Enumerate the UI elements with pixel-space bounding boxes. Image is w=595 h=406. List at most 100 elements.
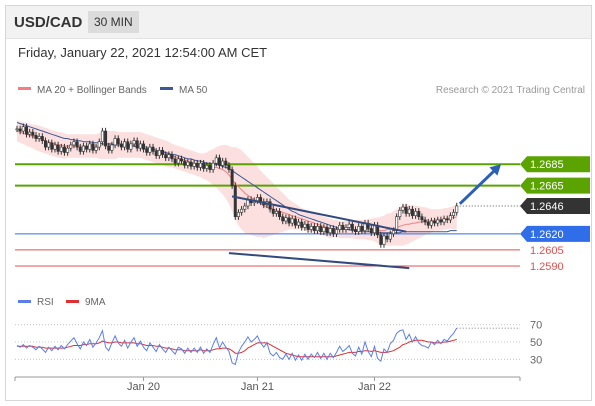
- candle-body: [21, 126, 25, 132]
- candle-body: [328, 228, 332, 234]
- candle-body: [312, 226, 316, 231]
- candle-body: [119, 143, 123, 148]
- level-label-1.2646: 1.2646: [530, 201, 564, 213]
- candle-body: [34, 135, 38, 139]
- candle-body: [423, 219, 427, 223]
- candle-body: [420, 216, 424, 221]
- candle-body: [129, 143, 133, 150]
- candle-body: [142, 143, 146, 150]
- level-label-1.2685: 1.2685: [530, 159, 564, 171]
- rsi-legend: RSI 9MA: [18, 297, 106, 308]
- candle-body: [439, 219, 443, 223]
- candle-body: [56, 144, 60, 152]
- level-tag-1.2646: [520, 197, 590, 214]
- candle-body: [448, 215, 452, 221]
- candle-body: [100, 130, 104, 143]
- bollinger-band-area: [17, 120, 457, 246]
- candle-body: [66, 147, 70, 153]
- candle-body: [391, 230, 395, 235]
- legend-label-ma50: MA 50: [179, 85, 208, 96]
- candle-body: [382, 235, 386, 245]
- trendline-2: [228, 252, 410, 270]
- chart-credit: Research © 2021 Trading Central: [436, 85, 585, 96]
- candle-body: [395, 216, 399, 231]
- candle-body: [148, 146, 152, 153]
- candles: [15, 123, 459, 248]
- x-tick-label-Jan-21: Jan 21: [241, 381, 274, 393]
- candle-body: [107, 145, 111, 151]
- candle-body: [360, 226, 364, 231]
- candle-body: [214, 157, 218, 164]
- candle-body: [91, 143, 95, 151]
- candle-body: [113, 138, 117, 146]
- candle-body: [407, 208, 411, 214]
- candle-body: [379, 234, 383, 245]
- candle-body: [37, 136, 41, 139]
- candle-body: [227, 165, 231, 170]
- candle-body: [284, 217, 288, 222]
- candle-body: [319, 226, 323, 232]
- candle-body: [145, 148, 149, 153]
- candle-body: [202, 162, 206, 169]
- candle-body: [316, 226, 320, 231]
- candle-body: [398, 209, 402, 217]
- candle-body: [161, 150, 165, 155]
- candle-body: [236, 212, 240, 217]
- level-tag-1.2685: [520, 156, 590, 173]
- candle-body: [300, 221, 304, 228]
- candle-body: [278, 211, 282, 217]
- candle-body: [344, 227, 348, 230]
- candle-body: [414, 211, 418, 216]
- candle-body: [18, 128, 22, 132]
- candle-body: [338, 224, 342, 230]
- candle-body: [287, 217, 291, 224]
- candle-body: [331, 228, 335, 235]
- legend-label-rsi-ma: 9MA: [85, 297, 106, 308]
- candle-body: [281, 216, 285, 222]
- candle-body: [62, 146, 66, 153]
- candle-body: [433, 220, 437, 224]
- candle-body: [31, 131, 35, 136]
- candle-body: [404, 206, 408, 214]
- candle-body: [255, 197, 259, 201]
- candle-body: [290, 218, 294, 224]
- candle-body: [221, 160, 225, 166]
- candle-body: [104, 130, 108, 147]
- candle-body: [442, 218, 446, 223]
- candle-body: [233, 185, 237, 217]
- candle-body: [78, 146, 82, 152]
- candle-body: [180, 158, 184, 162]
- candle-body: [350, 223, 354, 230]
- candle-body: [388, 233, 392, 240]
- candle-body: [309, 226, 313, 230]
- projection-arrow-shaft: [458, 168, 497, 205]
- candle-body: [410, 208, 414, 216]
- candle-body: [75, 141, 79, 148]
- candle-body: [170, 154, 174, 160]
- candle-body: [123, 141, 127, 148]
- candle-body: [211, 162, 215, 170]
- legend-swatch-ma20: [18, 87, 31, 90]
- candle-body: [116, 138, 120, 145]
- candle-body: [97, 141, 101, 148]
- level-label-1.2605: 1.2605: [530, 245, 564, 257]
- candle-body: [224, 160, 228, 166]
- candle-body: [198, 162, 202, 168]
- candle-body: [135, 140, 139, 149]
- interval-badge[interactable]: 30 MIN: [88, 11, 139, 33]
- level-label-1.2620: 1.2620: [530, 229, 564, 241]
- candle-body: [126, 141, 130, 150]
- legend-swatch-rsi: [18, 300, 31, 303]
- candle-body: [205, 165, 209, 169]
- candle-body: [47, 142, 51, 148]
- candle-body: [325, 227, 329, 234]
- candle-body: [268, 201, 272, 210]
- candle-body: [157, 150, 161, 156]
- rsi-tick-50: 50: [530, 337, 542, 349]
- candle-body: [154, 151, 158, 156]
- chart-header: USD/CAD 30 MIN: [6, 6, 591, 39]
- legend-swatch-rsi-ma: [66, 300, 79, 303]
- candle-body: [274, 211, 278, 214]
- candle-body: [436, 219, 440, 224]
